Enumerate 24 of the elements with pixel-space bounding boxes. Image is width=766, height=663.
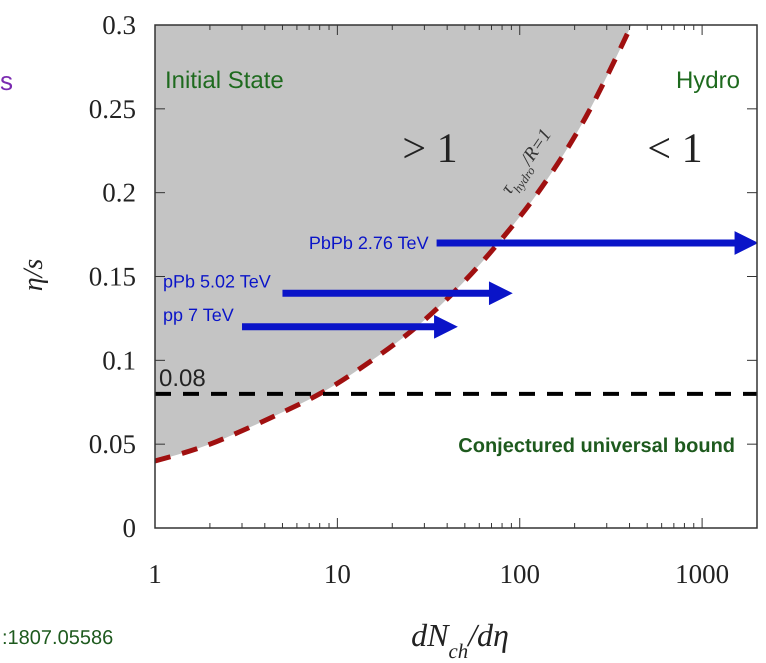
- text: :1807.05586: [2, 627, 114, 649]
- y-tick-label: 0.05: [88, 429, 136, 460]
- annotation: Initial State: [165, 67, 284, 94]
- y-axis-title: η/s: [18, 258, 49, 292]
- series-label: pPb 5.02 TeV: [163, 271, 271, 292]
- y-tick-label: 0.1: [102, 345, 136, 376]
- text: s: [0, 66, 13, 96]
- x-axis-title: dN$_{ch}$/dη: [411, 617, 509, 662]
- annotation: Hydro: [676, 67, 740, 94]
- annotation: Conjectured universal bound: [458, 435, 735, 457]
- x-tick-label: 100: [499, 559, 540, 589]
- y-tick-label: 0: [122, 513, 136, 543]
- annotation: > 1: [402, 126, 458, 172]
- y-tick-label: 0.2: [102, 178, 136, 208]
- y-tick-label: 0.15: [88, 262, 136, 292]
- y-tick-label: 0.3: [102, 10, 136, 40]
- y-tick-label: 0.25: [88, 94, 136, 124]
- x-tick-label: 1: [148, 559, 162, 589]
- series-label: pp 7 TeV: [163, 304, 234, 325]
- x-tick-label: 10: [324, 559, 351, 589]
- annotation: < 1: [647, 126, 703, 172]
- x-tick-label: 1000: [675, 559, 730, 589]
- ref-line-label: 0.08: [159, 364, 206, 392]
- series-label: PbPb 2.76 TeV: [308, 232, 429, 253]
